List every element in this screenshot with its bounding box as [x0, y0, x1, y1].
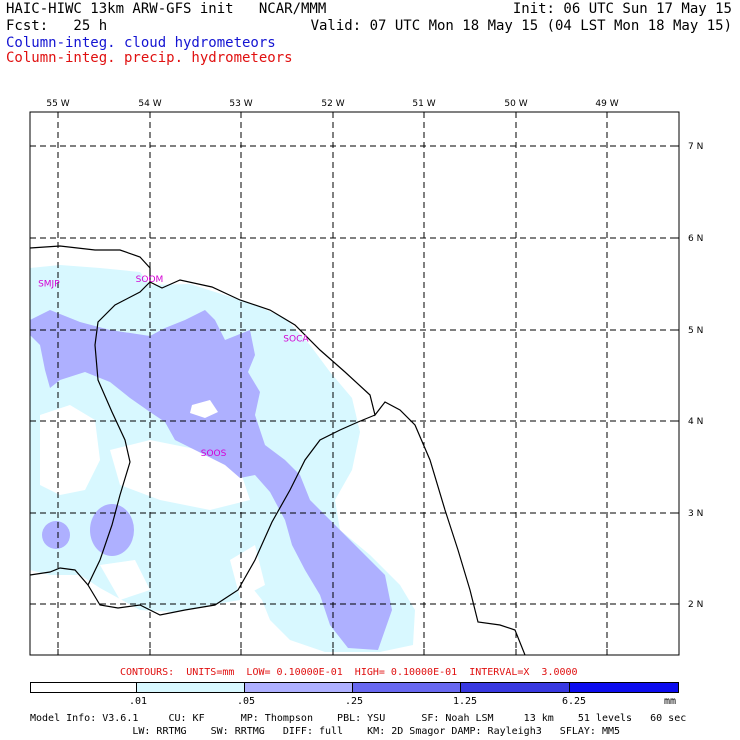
lon-label: 50 W [504, 99, 527, 109]
lon-label: 49 W [595, 99, 618, 109]
lat-lon-grid [30, 112, 679, 655]
longitude-labels: 55 W 54 W 53 W 52 W 51 W 50 W 49 W [46, 99, 618, 109]
valid-time: Valid: 07 UTC Mon 18 May 15 (04 LST Mon … [310, 18, 732, 34]
colorbar-label: 1.25 [453, 696, 478, 707]
hydrometeor-field [30, 265, 415, 652]
border-suriname-guyane [87, 281, 376, 616]
model-info-line1: Model Info: V3.6.1 CU: KF MP: Thompson P… [30, 713, 687, 724]
lat-label: 6 N [688, 234, 703, 244]
border-west [30, 567, 89, 586]
colorbar-label: .05 [237, 696, 256, 707]
init-time: Init: 06 UTC Sun 17 May 15 [512, 1, 732, 17]
cloud-medium-blob [90, 504, 134, 556]
colorbar-frame [30, 682, 679, 693]
lon-label: 54 W [138, 99, 161, 109]
cloud-medium-shading [30, 310, 392, 650]
latitude-labels: 7 N 6 N 5 N 4 N 3 N 2 N [688, 142, 703, 610]
colorbar-cell [137, 682, 245, 693]
colorbar-label: .01 [129, 696, 148, 707]
lon-label: 55 W [46, 99, 69, 109]
station-labels: SMJP SOOM SOCA SOOS [38, 275, 309, 459]
model-title: HAIC-HIWC 13km ARW-GFS init NCAR/MMM [6, 1, 327, 17]
lat-label: 4 N [688, 417, 703, 427]
lat-label: 3 N [688, 509, 703, 519]
cloud-medium-blob [42, 521, 70, 549]
station-soom: SOOM [136, 275, 164, 285]
lon-label: 51 W [412, 99, 435, 109]
lat-label: 5 N [688, 326, 703, 336]
colorbar-cell [461, 682, 570, 693]
station-soos: SOOS [201, 449, 227, 459]
lon-label: 53 W [229, 99, 252, 109]
clear-hole [40, 405, 100, 495]
station-soca: SOCA [283, 334, 309, 344]
colorbar-cell [30, 682, 137, 693]
clear-hole [100, 560, 150, 600]
forecast-hour: Fcst: 25 h [6, 18, 108, 34]
colorbar-cell [245, 682, 353, 693]
axis-ticks [30, 112, 679, 655]
colorbar-cell [353, 682, 461, 693]
colorbar-label: 6.25 [562, 696, 587, 707]
coastline [30, 245, 526, 655]
lon-label: 52 W [321, 99, 344, 109]
map-frame [29, 111, 680, 656]
model-info-line2: LW: RRTMG SW: RRTMG DIFF: full KM: 2D Sm… [30, 726, 621, 737]
colorbar-label: .25 [345, 696, 364, 707]
clear-hole [190, 400, 218, 418]
field-precip-label: Column-integ. precip. hydrometeors [6, 50, 293, 66]
colorbar-label: mm [664, 696, 677, 707]
lat-label: 7 N [688, 142, 703, 152]
station-smjp: SMJP [38, 279, 60, 289]
lat-label: 2 N [688, 600, 703, 610]
contours-info: CONTOURS: UNITS=mm LOW= 0.10000E-01 HIGH… [120, 667, 578, 678]
field-cloud-label: Column-integ. cloud hydrometeors [6, 35, 276, 51]
